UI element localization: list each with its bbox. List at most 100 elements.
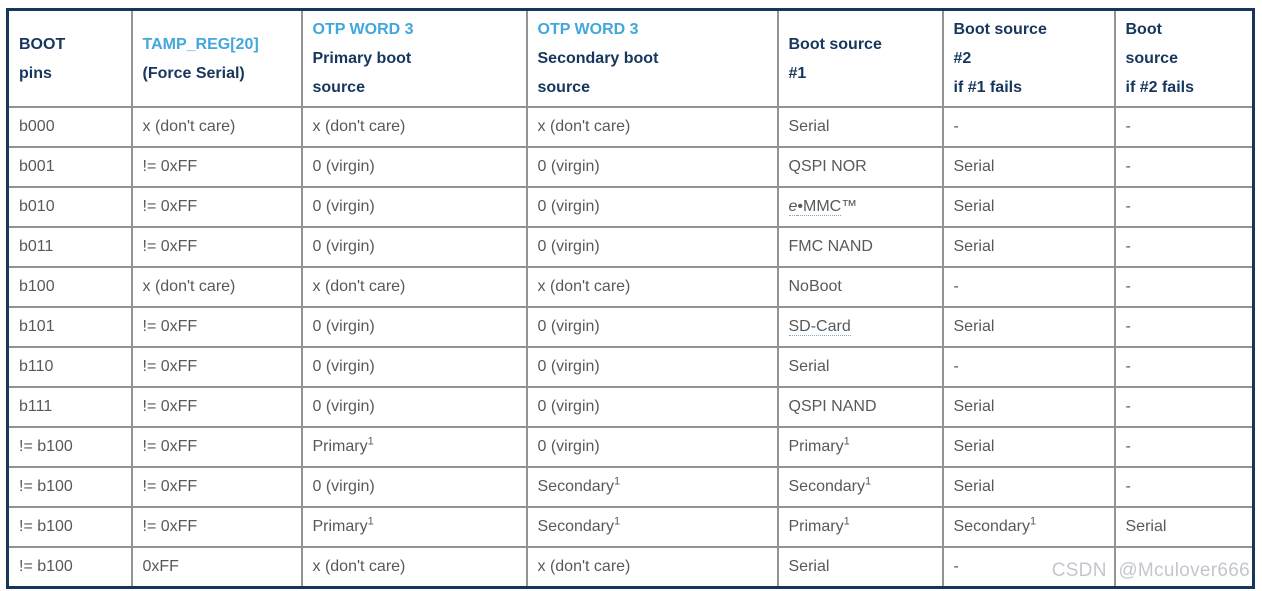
- text-run: Secondary: [953, 518, 1031, 535]
- table-cell: != 0xFF: [130, 466, 303, 508]
- table-cell: != 0xFF: [130, 306, 303, 348]
- table-row: != b100 != 0xFF Primary1 0 (virgin) Primary1…: [6, 426, 1255, 468]
- text-run: != 0xFF: [142, 518, 198, 535]
- text-run: OTP WORD 3: [312, 21, 414, 38]
- table-cell: != 0xFF: [130, 186, 303, 228]
- text-run: source: [1125, 50, 1178, 67]
- column-header-otp-word3-primary: OTP WORD 3 Primary boot source: [300, 8, 528, 108]
- table-cell: x (don't care): [525, 106, 779, 148]
- table-row: != b100 0xFF x (don't care) x (don't care) S…: [6, 546, 1255, 588]
- table-cell: 0 (virgin): [525, 386, 779, 428]
- header-line: #1: [789, 59, 936, 88]
- table-cell: Primary1: [300, 506, 528, 548]
- text-run: -: [1125, 158, 1131, 175]
- table-cell: -: [1113, 306, 1255, 348]
- column-header-boot-source-1: Boot source #1: [776, 8, 944, 108]
- table-cell: Serial: [941, 386, 1116, 428]
- text-run: -: [1125, 318, 1131, 335]
- text-run: != 0xFF: [142, 198, 198, 215]
- text-run: b010: [19, 198, 55, 215]
- text-run: Serial: [953, 198, 995, 215]
- text-run: Boot source: [953, 21, 1047, 38]
- text-run: != 0xFF: [142, 318, 198, 335]
- text-run: 0 (virgin): [537, 358, 600, 375]
- text-run: 0 (virgin): [537, 398, 600, 415]
- table-cell: Serial: [941, 186, 1116, 228]
- table-row: b000 x (don't care) x (don't care) x (don't…: [6, 106, 1255, 148]
- text-run: pins: [19, 64, 52, 82]
- text-run: b110: [19, 358, 54, 375]
- table-cell: 0 (virgin): [300, 306, 528, 348]
- table-cell: b011: [6, 226, 133, 268]
- table-cell: 0 (virgin): [300, 346, 528, 388]
- header-line: Primary boot: [313, 44, 520, 73]
- table-cell: b001: [6, 146, 133, 188]
- text-run: b001: [19, 158, 55, 175]
- table-cell: x (don't care): [300, 106, 528, 148]
- table-cell: x (don't care): [130, 106, 303, 148]
- table-row: != b100 != 0xFF Primary1 Secondary1 Primary1…: [6, 506, 1255, 548]
- text-run: if #1 fails: [953, 79, 1022, 96]
- table-cell: -: [1113, 266, 1255, 308]
- watermark-username: @Mculover666: [1118, 560, 1250, 581]
- table-cell: x (don't care): [300, 266, 528, 308]
- table-row: != b100 != 0xFF 0 (virgin) Secondary1 Second…: [6, 466, 1255, 508]
- table-cell: Secondary1: [941, 506, 1116, 548]
- text-run: x (don't care): [312, 278, 406, 295]
- table-cell: e•MMC™: [776, 186, 944, 228]
- header-line: OTP WORD 3: [538, 15, 771, 44]
- text-run: if #2 fails: [1125, 79, 1194, 96]
- table-cell: 0 (virgin): [525, 146, 779, 188]
- text-run: -: [953, 557, 959, 575]
- table-row: b110 != 0xFF 0 (virgin) 0 (virgin) Serial - -: [6, 346, 1255, 388]
- text-run: FMC NAND: [788, 238, 873, 255]
- table-cell: Serial: [941, 466, 1116, 508]
- table-cell: -: [1113, 466, 1255, 508]
- table-cell: 0xFF: [130, 546, 303, 588]
- table-cell: 0 (virgin): [300, 146, 528, 188]
- table-cell: b010: [6, 186, 133, 228]
- text-run: Serial: [788, 358, 830, 375]
- text-run: x (don't care): [537, 278, 631, 295]
- table-cell: != b100: [6, 466, 133, 508]
- table-cell: Serial: [1113, 506, 1255, 548]
- header-line: #2: [954, 44, 1108, 73]
- text-run: source: [537, 79, 590, 96]
- text-run: != b100: [19, 438, 73, 455]
- text-run: Boot: [1125, 21, 1162, 38]
- header-line: TAMP_REG[20]: [143, 30, 295, 59]
- table-cell: Secondary1: [525, 506, 779, 548]
- text-run: 0 (virgin): [312, 358, 375, 375]
- text-run: != 0xFF: [142, 438, 198, 455]
- text-run: 0 (virgin): [312, 478, 375, 495]
- text-run: != 0xFF: [142, 158, 198, 175]
- footnote-superscript: 1: [614, 515, 621, 528]
- table-cell: b110: [6, 346, 133, 388]
- table-cell: 0 (virgin): [525, 426, 779, 468]
- text-run: Primary: [312, 518, 368, 535]
- table-cell: Primary1: [300, 426, 528, 468]
- table-cell: Serial: [941, 226, 1116, 268]
- table-body: b000 x (don't care) x (don't care) x (don't…: [6, 106, 1255, 588]
- table-cell: -: [1113, 346, 1255, 388]
- column-header-boot-source-3: Boot source if #2 fails: [1113, 8, 1255, 108]
- footnote-superscript: 1: [614, 475, 621, 488]
- table-row: b100 x (don't care) x (don't care) x (don't…: [6, 266, 1255, 308]
- table-cell: x (don't care): [300, 546, 528, 588]
- text-run: != 0xFF: [142, 358, 198, 375]
- table-cell: -: [1113, 146, 1255, 188]
- text-run: 0 (virgin): [537, 318, 600, 335]
- text-run: 0 (virgin): [312, 318, 375, 335]
- text-run: Secondary: [788, 478, 866, 495]
- table-cell: x (don't care): [130, 266, 303, 308]
- table-cell: Serial: [941, 146, 1116, 188]
- table-cell: != 0xFF: [130, 226, 303, 268]
- table-cell: Serial: [941, 306, 1116, 348]
- table-cell: x (don't care): [525, 266, 779, 308]
- table-cell: -: [1113, 226, 1255, 268]
- text-run: != 0xFF: [142, 478, 198, 495]
- header-line: Boot source: [789, 30, 936, 59]
- text-run: -: [953, 358, 959, 375]
- table-cell: [1113, 546, 1255, 588]
- text-run: QSPI NAND: [788, 398, 877, 415]
